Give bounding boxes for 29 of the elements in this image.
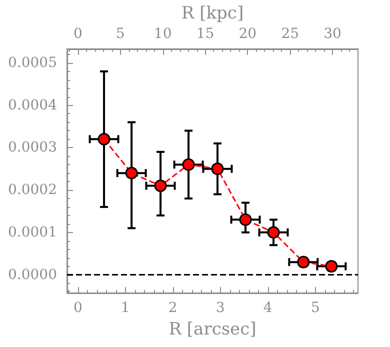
x2-tick-label: 30 bbox=[324, 26, 342, 42]
point bbox=[325, 260, 338, 273]
x2-tick-label: 25 bbox=[281, 26, 300, 42]
x2-tick-label: 5 bbox=[116, 26, 125, 42]
x-tick-label: 3 bbox=[216, 300, 225, 316]
y-tick-label: 0.0000 bbox=[8, 266, 57, 283]
y-tick-label: 0.0004 bbox=[8, 97, 58, 114]
y-tick-label: 0.0001 bbox=[8, 224, 57, 240]
x-axis-title: R [arcsec] bbox=[168, 320, 256, 340]
point bbox=[267, 226, 280, 239]
x-tick-label: 4 bbox=[263, 300, 272, 316]
x-tick-label: 1 bbox=[120, 300, 130, 316]
x2-tick-label: 15 bbox=[196, 26, 214, 42]
point bbox=[98, 132, 110, 146]
x-tick-label: 2 bbox=[168, 300, 178, 316]
point bbox=[182, 158, 195, 171]
y-tick-label: 0.0005 bbox=[8, 54, 57, 71]
point bbox=[239, 213, 252, 226]
x2-tick-label: 20 bbox=[238, 26, 257, 42]
y-tick-label: 0.0003 bbox=[8, 140, 57, 156]
x-tick-label: 0 bbox=[73, 300, 82, 316]
point bbox=[125, 166, 138, 180]
x2-axis-title: R [kpc] bbox=[181, 4, 244, 24]
x2-tick-label: 10 bbox=[154, 26, 172, 42]
y-tick-label: 0.0002 bbox=[8, 182, 57, 198]
point bbox=[211, 162, 224, 176]
x2-tick-label: 0 bbox=[73, 26, 82, 42]
point bbox=[154, 180, 167, 192]
x-tick-label: 5 bbox=[310, 300, 320, 316]
